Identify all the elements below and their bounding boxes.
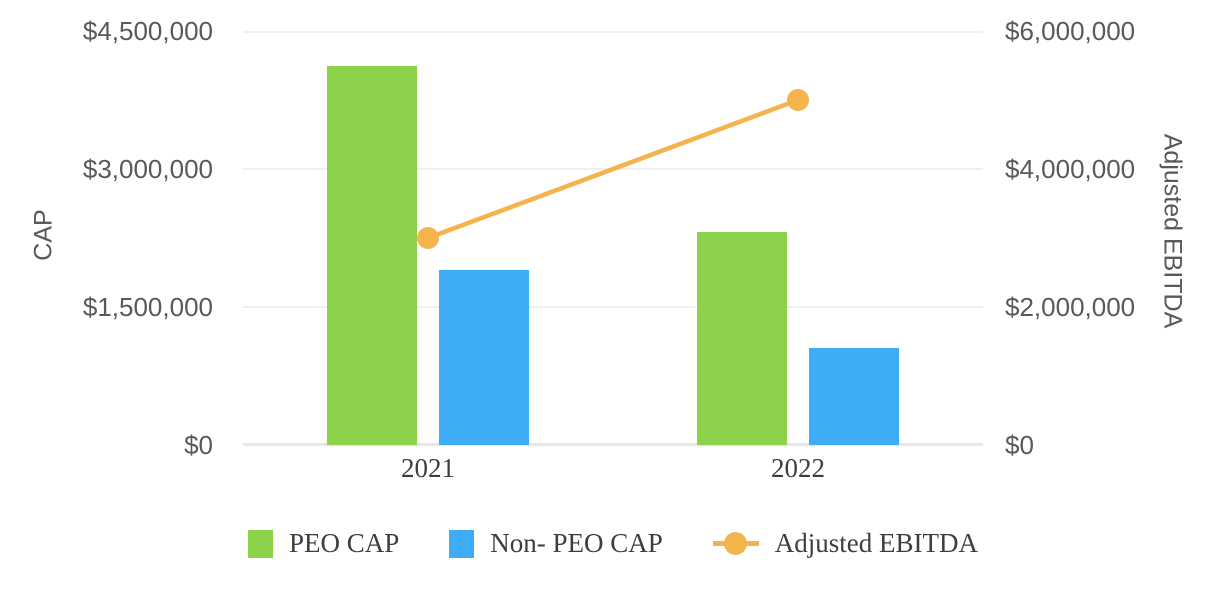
adjusted-ebitda-point-2021 (417, 227, 439, 249)
adjusted-ebitda-line-layer (417, 89, 809, 249)
gridline (243, 31, 983, 33)
adjusted-ebitda-line (427, 97, 799, 241)
left-tick-label: $4,500,000 (82, 16, 213, 46)
right-axis-ticks: $0 $2,000,000 $4,000,000 $6,000,000 (1005, 16, 1220, 460)
legend-item-peo-cap: PEO CAP (247, 528, 400, 559)
left-tick-label: $3,000,000 (82, 154, 213, 184)
legend-label-peo-cap: PEO CAP (288, 528, 400, 558)
right-axis-title: Adjusted EBITDA (1158, 133, 1187, 329)
legend-label-non-peo-cap: Non- PEO CAP (490, 528, 663, 558)
left-tick-label: $1,500,000 (82, 292, 213, 322)
left-tick-label: $0 (184, 430, 213, 460)
legend-item-non-peo-cap: Non- PEO CAP (449, 528, 663, 559)
legend-line-dot (723, 532, 747, 555)
bar-non-peo-cap-2022 (809, 348, 899, 445)
right-tick-label: $2,000,000 (1005, 292, 1136, 322)
legend-item-adjusted-ebitda: Adjusted EBITDA (712, 528, 979, 559)
right-tick-label: $0 (1005, 430, 1034, 460)
adjusted-ebitda-point-2022 (787, 89, 809, 111)
gridline (243, 306, 983, 308)
x-axis-line (243, 443, 983, 446)
plot-area (243, 31, 983, 446)
right-tick-label: $6,000,000 (1005, 16, 1136, 46)
x-label-2022: 2022 (771, 453, 825, 483)
x-label-2021: 2021 (401, 453, 455, 483)
legend-label-adjusted-ebitda: Adjusted EBITDA (774, 528, 979, 558)
adjusted-ebitda-line-marker-icon (712, 532, 759, 555)
right-tick-label: $4,000,000 (1005, 154, 1136, 184)
legend: PEO CAP Non- PEO CAP Adjusted EBITDA (0, 528, 1226, 559)
bar-peo-cap-2021 (327, 65, 417, 445)
left-axis-ticks: $0 $1,500,000 $3,000,000 $4,500,000 (0, 16, 213, 460)
bar-non-peo-cap-2021 (439, 270, 529, 445)
peo-cap-swatch-icon (247, 529, 273, 558)
non-peo-cap-swatch-icon (449, 529, 475, 558)
bar-peo-cap-2022 (697, 231, 787, 445)
